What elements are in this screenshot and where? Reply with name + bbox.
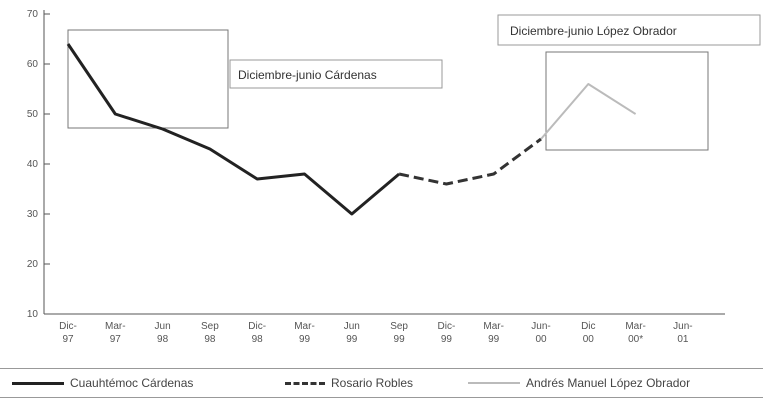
annotation-cardenas-highlight-box: [67, 29, 229, 129]
series-line-1: [66, 43, 401, 216]
y-tick-label: 20: [27, 259, 39, 270]
annotation-lopez-label-box: [497, 14, 761, 46]
y-tick-label: 10: [27, 309, 39, 320]
annotation-cardenas: Diciembre-junio Cárdenas: [67, 29, 443, 129]
x-tick-label: Mar-97: [105, 321, 126, 345]
y-tick-label: 40: [27, 159, 39, 170]
x-tick-label: Dic-97: [59, 321, 77, 345]
x-tick-label: Jun 98: [155, 321, 171, 345]
legend-swatch-robles: [285, 381, 325, 385]
x-tick-label: Dic-98: [248, 321, 266, 345]
legend-item-robles: Rosario Robles: [285, 375, 413, 391]
series-layer: [66, 43, 637, 216]
x-tick-label: Mar-99: [294, 321, 315, 345]
x-tick-label: Sep 98: [201, 321, 219, 345]
annotation-lopez-label: Diciembre-junio López Obrador: [510, 24, 677, 38]
legend-swatch-lopez-obrador: [468, 382, 520, 384]
x-axis-ticks: Dic-97 Mar-97 Jun 98 Sep 98 Dic-98 Mar-99 Jun 99 S…: [59, 321, 693, 345]
series-line-2: [398, 137, 542, 186]
legend-label-cardenas: Cuauhtémoc Cárdenas: [70, 376, 194, 390]
legend: Cuauhtémoc Cárdenas Rosario Robles André…: [0, 368, 763, 398]
x-tick-label: Jun 99: [344, 321, 360, 345]
annotation-cardenas-label-box: [229, 59, 443, 89]
x-tick-label: Sep 99: [390, 321, 408, 345]
y-tick-label: 70: [27, 9, 39, 20]
y-axis-ticks: 10 20 30 40 50 60 70: [27, 9, 50, 320]
legend-label-lopez-obrador: Andrés Manuel López Obrador: [526, 376, 691, 390]
legend-item-cardenas: Cuauhtémoc Cárdenas: [12, 375, 193, 391]
y-tick-label: 60: [27, 59, 39, 70]
legend-label-robles: Rosario Robles: [331, 376, 414, 390]
x-tick-label: Dic 00: [581, 321, 595, 345]
annotation-cardenas-label: Diciembre-junio Cárdenas: [238, 68, 377, 82]
series-line-3: [540, 83, 637, 140]
x-tick-label: Mar-00*: [625, 321, 646, 345]
y-tick-label: 50: [27, 109, 39, 120]
legend-swatch-cardenas: [12, 381, 64, 385]
legend-item-lopez-obrador: Andrés Manuel López Obrador: [468, 375, 690, 391]
x-tick-label: Mar-99: [483, 321, 504, 345]
annotation-lopez-highlight-box: [545, 51, 709, 151]
annotation-lopez-obrador: Diciembre-junio López Obrador: [497, 14, 761, 151]
x-tick-label: Dic-99: [438, 321, 456, 345]
x-tick-label: Jun-00: [531, 321, 550, 345]
y-tick-label: 30: [27, 209, 39, 220]
x-tick-label: Jun-01: [673, 321, 692, 345]
